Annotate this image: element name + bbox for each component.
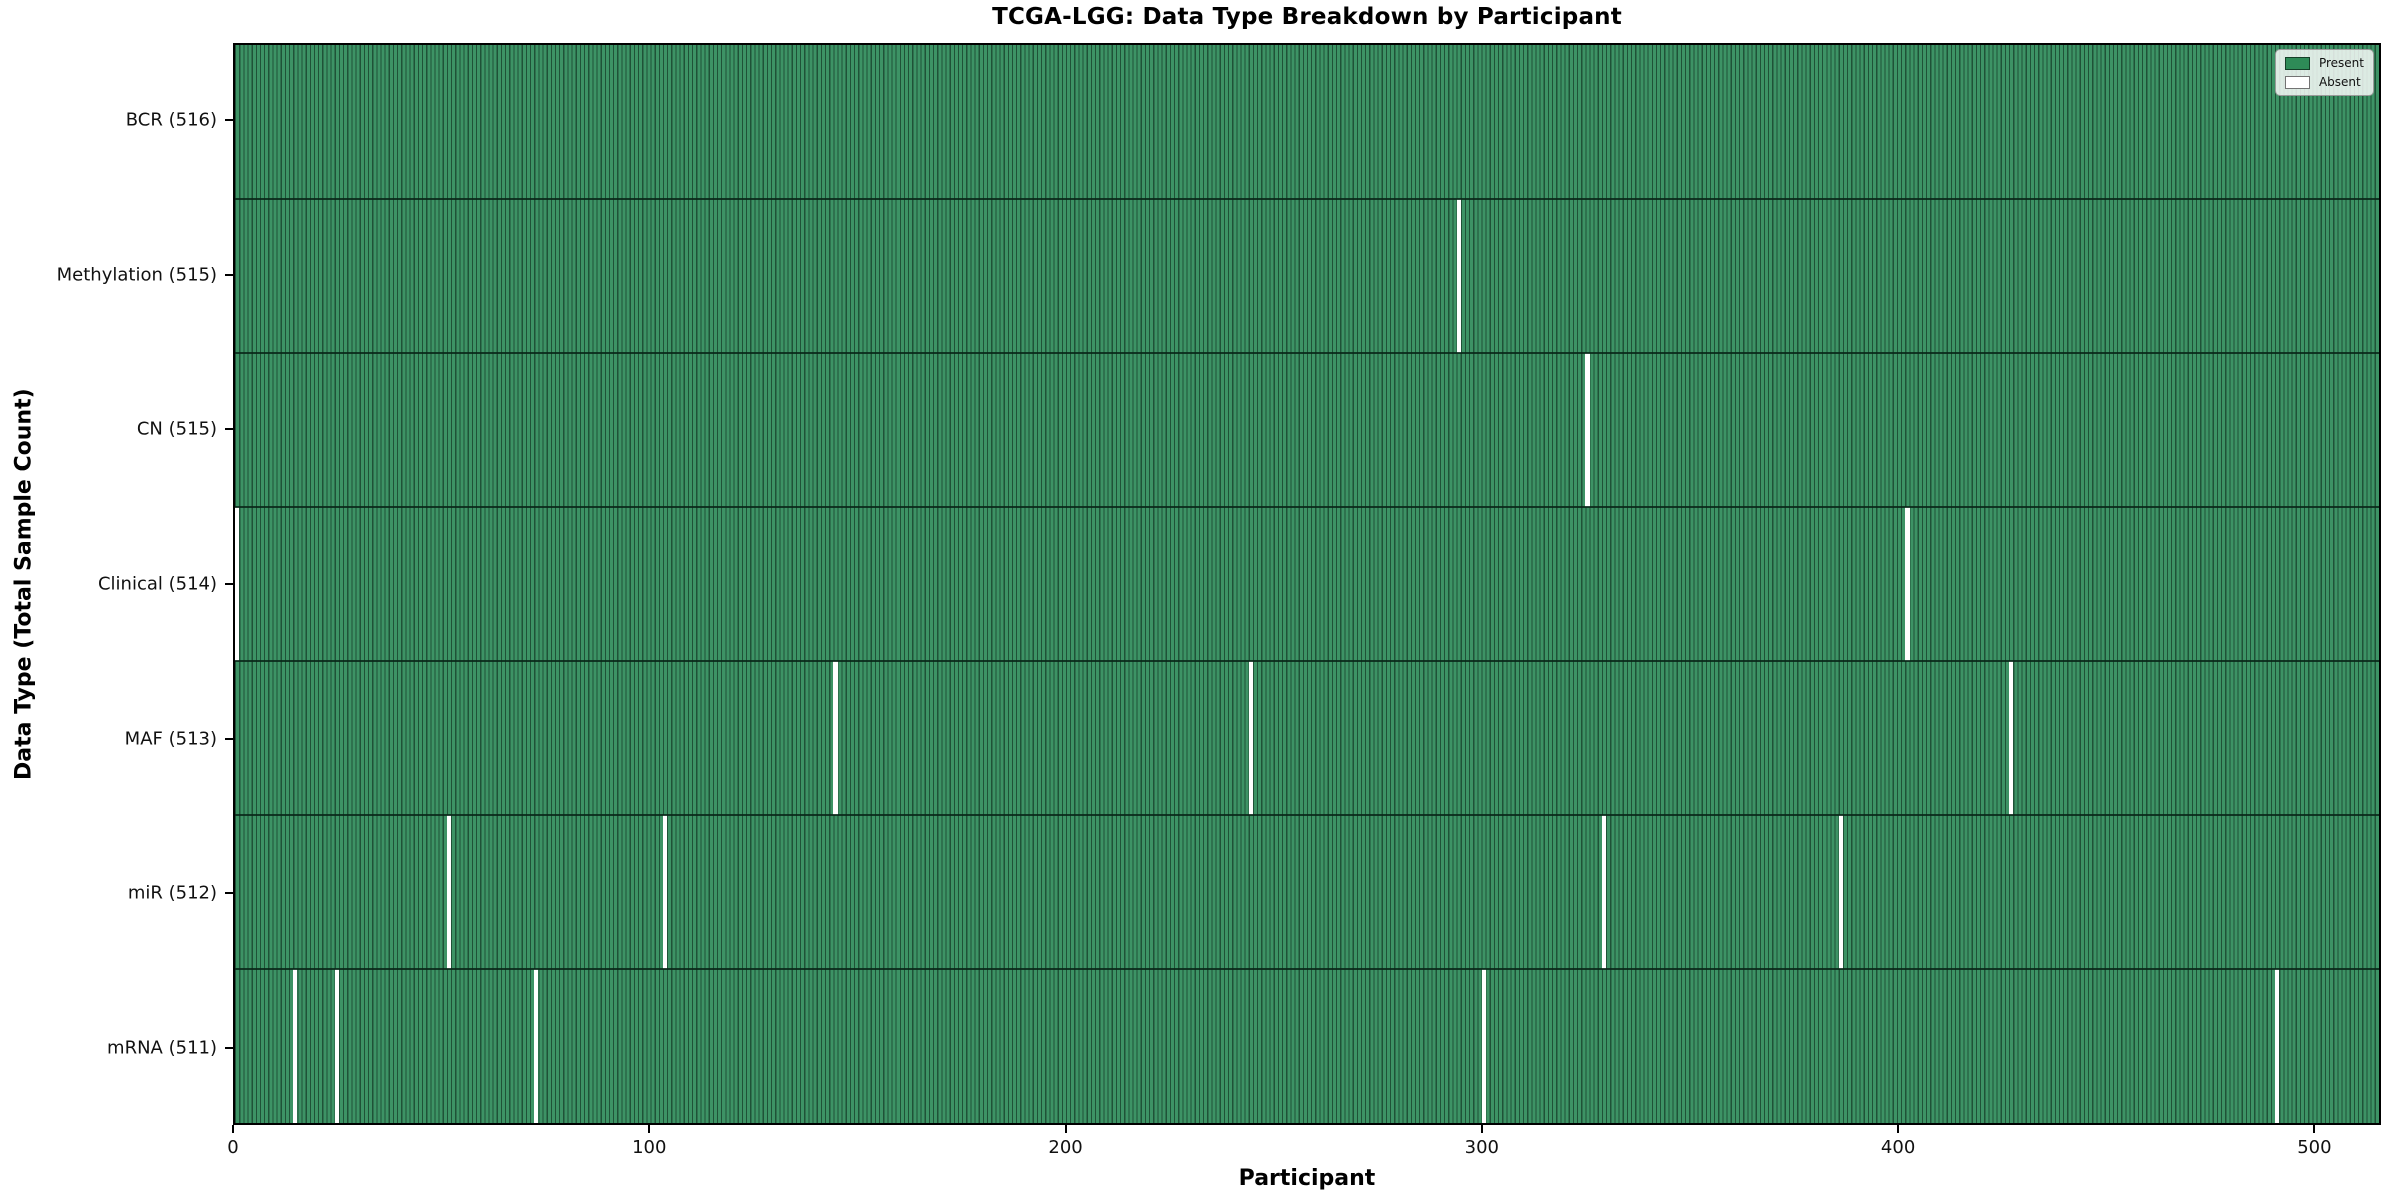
y-tick-label: MAF (513) bbox=[124, 728, 217, 750]
y-tick-label: CN (515) bbox=[136, 418, 217, 440]
row-miR bbox=[235, 815, 2379, 969]
y-tick-label: miR (512) bbox=[127, 882, 217, 904]
legend: Present Absent bbox=[2274, 49, 2374, 96]
absent-gap bbox=[1905, 507, 1910, 661]
x-tick-label: 300 bbox=[1464, 1137, 1500, 1158]
x-tick-label: 400 bbox=[1880, 1137, 1916, 1158]
x-tick-label: 100 bbox=[632, 1137, 667, 1158]
row-Clinical bbox=[235, 507, 2379, 661]
legend-swatch-icon bbox=[2284, 56, 2310, 70]
absent-gap bbox=[2009, 661, 2014, 815]
x-tick-label: 0 bbox=[227, 1137, 239, 1158]
absent-gap bbox=[2275, 969, 2280, 1123]
y-tick-label: mRNA (511) bbox=[107, 1037, 217, 1059]
absent-gap bbox=[1838, 815, 1844, 969]
y-tick-label: BCR (516) bbox=[125, 109, 217, 131]
y-tick-mark bbox=[225, 119, 233, 122]
absent-gap bbox=[534, 969, 539, 1123]
y-tick-label: Methylation (515) bbox=[56, 264, 217, 286]
chart-title: TCGA-LGG: Data Type Breakdown by Partici… bbox=[992, 4, 1622, 30]
row-MAF bbox=[235, 661, 2379, 815]
y-tick-mark bbox=[225, 892, 233, 895]
y-tick-mark bbox=[225, 737, 233, 740]
row-CN bbox=[235, 353, 2379, 507]
legend-label: Absent bbox=[2318, 75, 2361, 89]
absent-gap bbox=[446, 815, 452, 969]
x-tick-mark bbox=[1064, 1125, 1067, 1133]
legend-label: Present bbox=[2318, 56, 2364, 70]
plot-area bbox=[233, 43, 2381, 1125]
y-axis: BCR (516) Methylation (515) CN (515) Clinic… bbox=[0, 43, 233, 1125]
row-Methylation bbox=[235, 199, 2379, 353]
y-tick-mark bbox=[225, 428, 233, 431]
x-axis-label: Participant bbox=[1238, 1166, 1376, 1191]
x-tick-label: 200 bbox=[1048, 1137, 1083, 1158]
absent-gap bbox=[293, 969, 298, 1123]
x-tick-mark bbox=[2313, 1125, 2316, 1133]
row-BCR bbox=[235, 45, 2379, 199]
x-tick-mark bbox=[1897, 1125, 1900, 1133]
x-tick-mark bbox=[232, 1125, 234, 1133]
y-tick-mark bbox=[225, 273, 233, 276]
x-tick-mark bbox=[1480, 1125, 1483, 1133]
legend-item: Absent bbox=[2284, 75, 2364, 89]
absent-gap bbox=[1481, 969, 1486, 1123]
absent-gap bbox=[662, 815, 668, 969]
y-tick-mark bbox=[225, 583, 233, 585]
absent-gap bbox=[1456, 199, 1461, 353]
row-mRNA bbox=[235, 969, 2379, 1123]
legend-item: Present bbox=[2284, 56, 2364, 70]
absent-gap bbox=[1585, 353, 1590, 507]
x-tick-mark bbox=[648, 1125, 651, 1133]
absent-gap bbox=[1248, 661, 1254, 815]
absent-gap bbox=[1602, 815, 1607, 969]
y-tick-mark bbox=[225, 1046, 233, 1049]
x-tick-label: 500 bbox=[2297, 1137, 2332, 1158]
x-axis: 0 100 200 300 400 500 bbox=[227, 1125, 2381, 1171]
y-tick-label: Clinical (514) bbox=[97, 573, 217, 595]
absent-gap bbox=[235, 507, 240, 661]
absent-gap bbox=[334, 969, 339, 1123]
legend-swatch-icon bbox=[2284, 75, 2310, 89]
absent-gap bbox=[833, 661, 838, 815]
